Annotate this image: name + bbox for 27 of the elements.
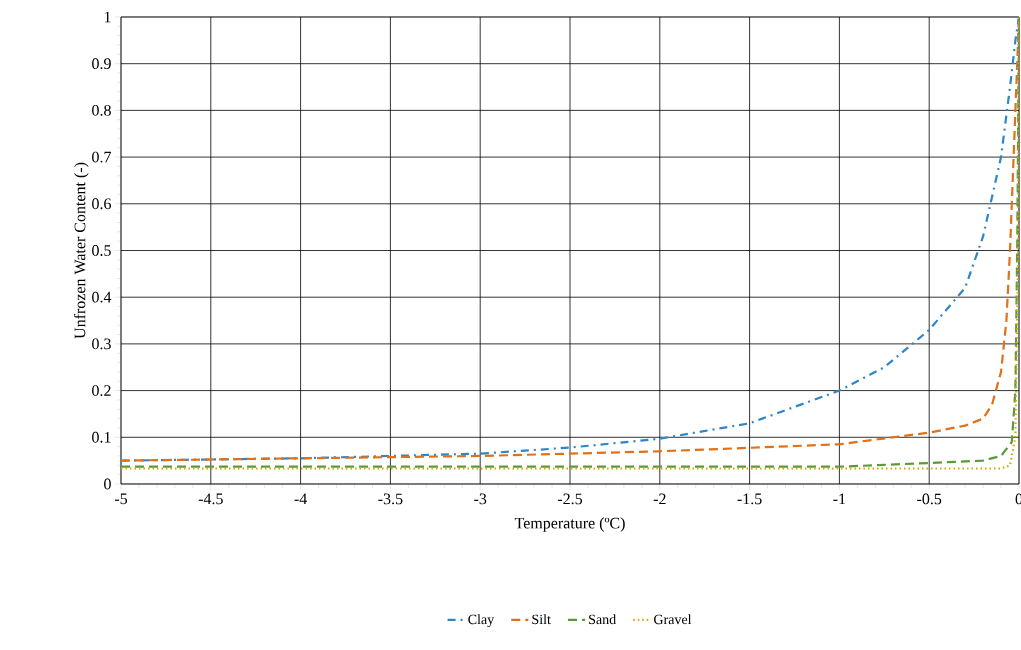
y-tick-label: 0.1 [92,431,111,443]
y-tick-label: 0.6 [92,198,111,210]
y-tick-label: 1 [104,11,111,23]
y-tick-label: 0.8 [92,104,111,116]
x-tick-label: -2 [653,493,666,505]
y-tick-label: 0.9 [92,58,111,70]
y-tick-label: 0.5 [92,245,111,256]
x-tick-label: -3 [474,493,487,505]
x-tick-label: -1.5 [737,493,762,505]
legend-label: Silt [532,614,551,625]
x-axis-title: Temperature (ºC) [514,517,625,532]
x-tick-label: -4.5 [198,493,223,505]
x-tick-label: -0.5 [917,493,942,505]
y-tick-label: 0.3 [92,338,111,350]
legend-label: Sand [589,614,617,625]
y-axis-title: Unfrozen Water Content (-) [73,162,89,339]
x-tick-label: -4 [294,493,308,505]
y-tick-label: 0.4 [92,291,112,303]
y-tick-label: 0 [104,478,111,490]
x-tick-label: -5 [114,493,128,505]
y-tick-label: 0.2 [92,385,111,397]
legend-label: Gravel [654,614,692,625]
legend-label: Clay [468,614,495,628]
x-tick-label: -2.5 [557,493,583,505]
x-tick-label: -3.5 [378,493,403,505]
y-tick-label: 0.7 [92,151,112,163]
x-tick-label: -1 [833,493,846,505]
